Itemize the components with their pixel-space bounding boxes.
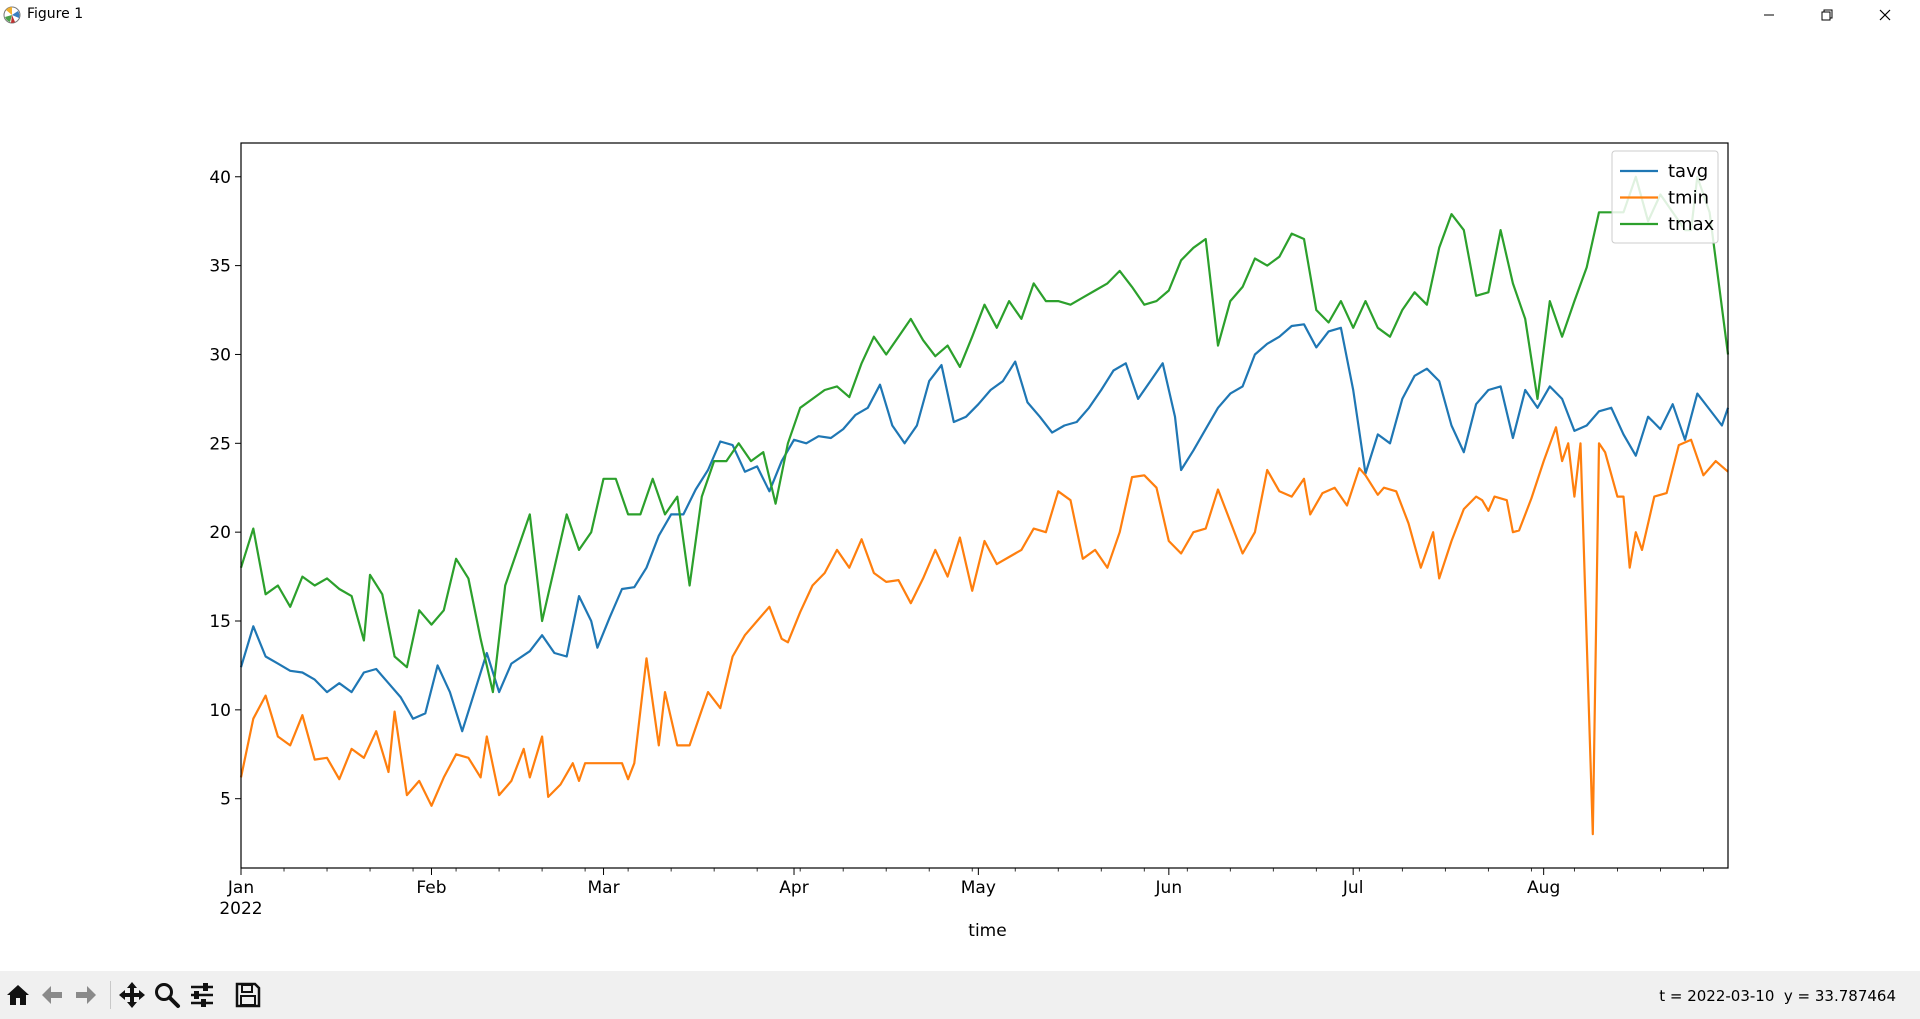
- restore-button[interactable]: [1798, 0, 1856, 30]
- close-icon: [1879, 9, 1891, 21]
- pan-icon: [119, 982, 145, 1008]
- x-tick-label: Jan: [227, 878, 254, 898]
- back-arrow-icon: [42, 986, 62, 1004]
- save-button[interactable]: [232, 978, 264, 1012]
- x-tick-label: Apr: [779, 878, 808, 898]
- zoom-icon: [155, 983, 180, 1008]
- y-tick-label: 35: [209, 257, 231, 277]
- legend-label-tavg: tavg: [1668, 161, 1708, 182]
- y-tick-label: 25: [209, 434, 231, 454]
- close-button[interactable]: [1856, 0, 1914, 30]
- restore-icon: [1821, 9, 1833, 21]
- legend-label-tmin: tmin: [1668, 188, 1709, 209]
- minimize-button[interactable]: [1740, 0, 1798, 30]
- configure-subplots-button[interactable]: [186, 978, 218, 1012]
- back-button[interactable]: [36, 978, 68, 1012]
- plot-area-frame: [240, 142, 1729, 869]
- x-axis-label: time: [968, 921, 1006, 941]
- x-tick-label: Mar: [587, 878, 619, 898]
- forward-button[interactable]: [70, 978, 102, 1012]
- toolbar-separator: [110, 981, 111, 1009]
- legend-box: [1611, 150, 1719, 244]
- pan-button[interactable]: [116, 978, 148, 1012]
- configure-subplots-icon: [191, 983, 213, 1007]
- x-tick-label: Jun: [1155, 878, 1183, 898]
- x-tick-label: Feb: [416, 878, 446, 898]
- x-tick-label: Jul: [1342, 878, 1364, 898]
- home-button[interactable]: [2, 978, 34, 1012]
- figure-canvas[interactable]: 5 10 15 20 25 30 35 40 Jan 2022 Feb Mar Apr May Jun Jul…: [0, 30, 1920, 971]
- home-icon: [7, 985, 29, 1005]
- y-tick-label: 10: [209, 701, 231, 721]
- y-tick-label: 5: [220, 790, 231, 810]
- window-titlebar: Figure 1: [0, 0, 1920, 30]
- zoom-button[interactable]: [151, 978, 183, 1012]
- y-tick-label: 40: [209, 168, 231, 188]
- x-tick-label: May: [961, 878, 996, 898]
- series-line-tmax: [239, 175, 1730, 694]
- legend-label-tmax: tmax: [1668, 214, 1715, 235]
- x-tick-sublabel: 2022: [219, 899, 262, 919]
- minimize-icon: [1764, 14, 1774, 16]
- cursor-coordinates-readout: t = 2022-03-10 y = 33.787464: [1659, 987, 1896, 1005]
- y-tick-label: 15: [209, 612, 231, 632]
- save-icon: [235, 982, 261, 1008]
- y-tick-label: 30: [209, 345, 231, 365]
- window-title: Figure 1: [27, 6, 84, 22]
- series-line-tmin: [239, 426, 1729, 836]
- x-tick-label: Aug: [1527, 878, 1560, 898]
- navigation-toolbar: t = 2022-03-10 y = 33.787464: [0, 971, 1920, 1019]
- forward-arrow-icon: [76, 986, 96, 1004]
- series-line-tavg: [239, 323, 1730, 733]
- y-tick-label: 20: [209, 523, 231, 543]
- matplotlib-app-icon: [3, 6, 21, 24]
